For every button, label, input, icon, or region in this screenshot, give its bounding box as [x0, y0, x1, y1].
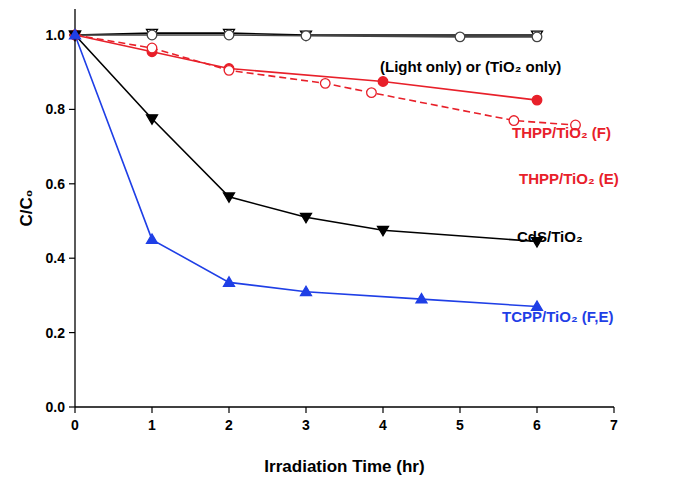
- marker: [147, 43, 157, 53]
- y-axis-title: C/C₀: [17, 190, 36, 227]
- marker: [455, 32, 465, 42]
- marker: [70, 30, 80, 40]
- marker: [224, 193, 235, 202]
- y-tick-label: 0.8: [46, 101, 66, 117]
- marker: [70, 30, 81, 39]
- y-tick-label: 0.6: [46, 176, 66, 192]
- marker: [147, 115, 158, 124]
- series-label: TCPP/TiO₂ (F,E): [502, 308, 613, 325]
- marker: [301, 31, 311, 41]
- series-line: [75, 35, 576, 125]
- x-tick: [74, 407, 75, 413]
- x-tick-label: 7: [610, 417, 618, 433]
- x-tick-label: 5: [456, 417, 464, 433]
- y-tick-label: 0.0: [46, 399, 66, 415]
- marker: [367, 88, 377, 98]
- marker: [301, 286, 312, 295]
- marker: [532, 32, 542, 42]
- annotation: (Light only) or (TiO₂ only): [380, 58, 561, 75]
- y-tick: [69, 258, 75, 259]
- x-tick-label: 0: [71, 417, 79, 433]
- plot-area: [70, 29, 581, 310]
- marker: [301, 213, 312, 222]
- x-axis: [75, 406, 614, 407]
- marker: [70, 30, 80, 40]
- series-label: THPP/TiO₂ (F): [512, 124, 611, 141]
- x-axis-title: Irradiation Time (hr): [264, 457, 424, 476]
- x-tick: [536, 407, 537, 413]
- y-tick-label: 0.2: [46, 325, 66, 341]
- x-tick: [228, 407, 229, 413]
- y-tick: [69, 183, 75, 184]
- marker: [224, 30, 234, 40]
- x-tick-label: 2: [225, 417, 233, 433]
- y-tick: [69, 109, 75, 110]
- marker: [147, 30, 157, 40]
- x-tick-label: 4: [379, 417, 387, 433]
- x-tick-label: 1: [148, 417, 156, 433]
- x-tick: [305, 407, 306, 413]
- marker: [147, 234, 158, 243]
- marker: [224, 66, 234, 76]
- marker: [301, 31, 312, 40]
- chart: 0 1 2 3 4 5 6 7 0.0 0.2 0.4 0.6 0.8 1.0 Irradiation Ti…: [0, 0, 682, 488]
- y-axis: [74, 9, 75, 407]
- x-tick-label: 3: [302, 417, 310, 433]
- series-label: THPP/TiO₂ (E): [519, 170, 619, 187]
- x-tick-label: 6: [533, 417, 541, 433]
- series-label: CdS/TiO₂: [517, 228, 583, 245]
- marker: [70, 30, 80, 40]
- y-tick-label: 0.4: [46, 250, 66, 266]
- marker: [416, 294, 427, 303]
- series-line: [75, 35, 537, 307]
- marker: [224, 277, 235, 286]
- x-tick: [382, 407, 383, 413]
- x-tick: [459, 407, 460, 413]
- y-tick-label: 1.0: [46, 27, 66, 43]
- marker: [320, 79, 330, 89]
- y-tick: [69, 406, 75, 407]
- marker: [378, 226, 389, 235]
- marker: [378, 77, 388, 87]
- y-tick: [69, 332, 75, 333]
- marker: [532, 95, 542, 105]
- x-tick: [613, 407, 614, 413]
- x-tick: [151, 407, 152, 413]
